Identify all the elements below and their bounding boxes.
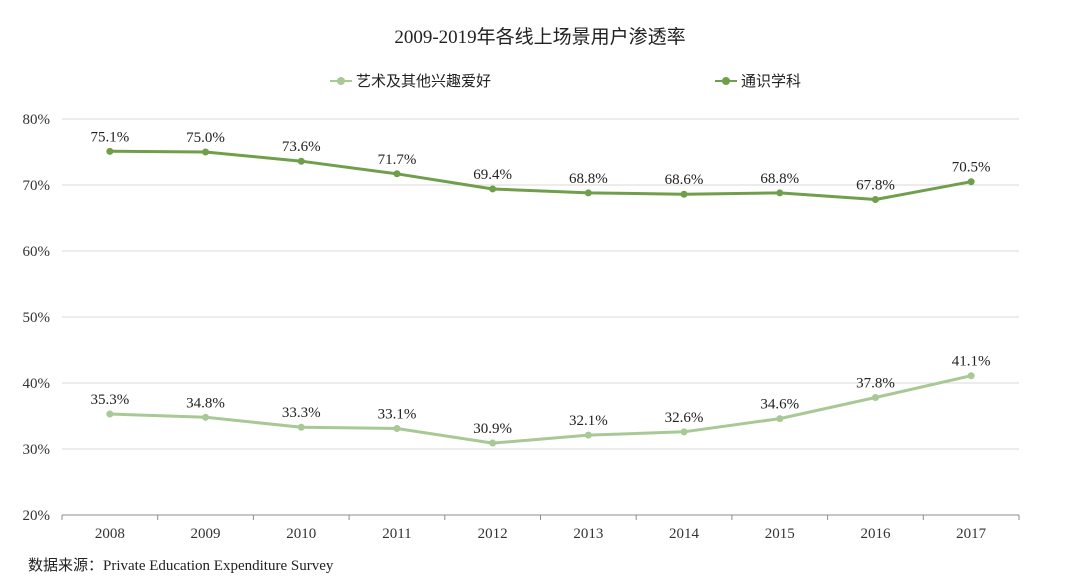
- x-tick-label: 2017: [956, 526, 987, 542]
- y-tick-label: 50%: [23, 310, 51, 326]
- data-label: 34.8%: [186, 395, 225, 411]
- x-tick-label: 2011: [382, 526, 411, 542]
- x-tick-label: 2014: [669, 526, 700, 542]
- legend-swatch-arts: [330, 75, 352, 87]
- data-label: 75.1%: [90, 129, 129, 145]
- data-point: [297, 423, 305, 431]
- data-point: [776, 415, 784, 423]
- x-tick-label: 2013: [573, 526, 603, 542]
- data-label: 33.3%: [282, 405, 321, 421]
- x-tick-label: 2008: [95, 526, 125, 542]
- y-tick-label: 80%: [23, 112, 51, 128]
- data-point: [680, 428, 688, 436]
- legend-label-general: 通识学科: [741, 72, 802, 90]
- legend-swatch-general: [715, 75, 737, 87]
- data-point: [297, 157, 305, 165]
- legend-item-general: 通识学科: [715, 70, 801, 91]
- data-point: [202, 413, 210, 421]
- x-tick-label: 2009: [191, 526, 221, 542]
- legend: 艺术及其他兴趣爱好 通识学科: [0, 70, 1080, 94]
- data-label: 71.7%: [378, 152, 417, 168]
- x-tick-label: 2016: [860, 526, 891, 542]
- x-tick-label: 2012: [478, 526, 508, 542]
- data-point: [871, 394, 879, 402]
- data-point: [202, 148, 210, 156]
- y-tick-label: 70%: [23, 178, 51, 194]
- data-point: [584, 189, 592, 197]
- data-label: 32.1%: [569, 413, 608, 429]
- data-label: 75.0%: [186, 130, 225, 146]
- data-point: [967, 372, 975, 380]
- data-label: 30.9%: [473, 421, 512, 437]
- data-point: [680, 190, 688, 198]
- data-point: [584, 431, 592, 439]
- data-label: 73.6%: [282, 139, 321, 155]
- data-point: [393, 170, 401, 178]
- chart-title: 2009-2019年各线上场景用户渗透率: [394, 27, 686, 48]
- data-label: 68.8%: [760, 171, 799, 187]
- y-tick-label: 60%: [23, 244, 51, 260]
- data-point: [106, 410, 114, 418]
- series-line-1: [109, 149, 972, 201]
- data-label: 68.8%: [569, 171, 608, 187]
- data-label: 33.1%: [378, 407, 417, 423]
- y-tick-label: 30%: [23, 442, 51, 458]
- legend-label-arts: 艺术及其他兴趣爱好: [356, 72, 492, 90]
- data-label: 32.6%: [665, 410, 704, 426]
- data-point: [393, 425, 401, 433]
- data-point: [967, 178, 975, 186]
- legend-item-arts: 艺术及其他兴趣爱好: [330, 70, 491, 91]
- data-point: [489, 185, 497, 193]
- y-tick-label: 20%: [23, 508, 51, 524]
- data-point: [871, 196, 879, 204]
- series-line-0: [109, 374, 972, 445]
- y-tick-label: 40%: [23, 376, 51, 392]
- x-tick-label: 2010: [286, 526, 316, 542]
- data-point: [489, 439, 497, 447]
- data-point: [106, 147, 114, 155]
- data-label: 41.1%: [952, 354, 991, 370]
- data-label: 34.6%: [760, 397, 799, 413]
- data-point: [776, 189, 784, 197]
- data-label: 67.8%: [856, 178, 895, 194]
- data-label: 37.8%: [856, 376, 895, 392]
- data-source: 数据来源：Private Education Expenditure Surve…: [28, 558, 334, 574]
- data-label: 35.3%: [90, 392, 129, 408]
- x-tick-label: 2015: [765, 526, 795, 542]
- data-label: 69.4%: [473, 167, 512, 183]
- data-label: 70.5%: [952, 160, 991, 176]
- data-label: 68.6%: [665, 172, 704, 188]
